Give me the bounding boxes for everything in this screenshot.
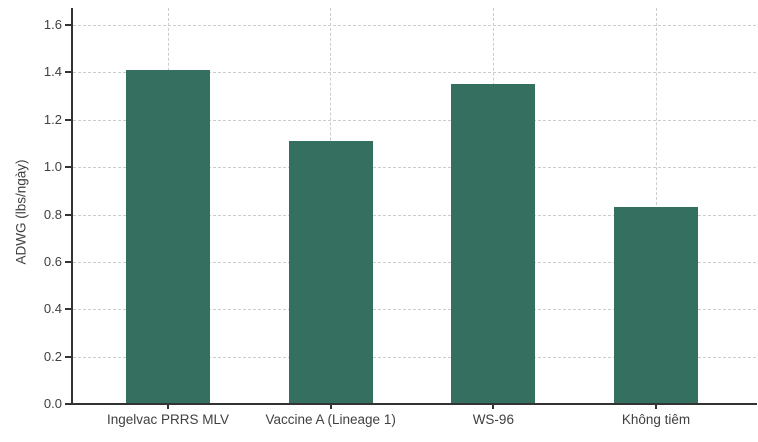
horizontal-gridline [73, 356, 756, 358]
y-tick-mark [65, 213, 71, 216]
y-tick-mark [65, 308, 71, 311]
y-axis-spine [71, 8, 73, 405]
y-tick-label: 0.8 [43, 206, 62, 222]
horizontal-gridline [73, 119, 756, 121]
y-tick-mark [65, 355, 71, 358]
y-tick-label: 1.4 [43, 64, 62, 80]
y-tick-label: 1.2 [43, 111, 62, 127]
x-tick-mark [167, 405, 169, 409]
x-tick-mark [492, 405, 495, 409]
x-axis-spine [71, 403, 757, 405]
x-tick-mark [655, 405, 657, 409]
vertical-gridline [655, 8, 657, 404]
horizontal-gridline [73, 214, 756, 216]
horizontal-gridline [73, 25, 756, 26]
y-tick-label: 1.0 [43, 159, 62, 175]
bar [614, 207, 698, 404]
y-axis-title: ADWG (lbs/ngày) [13, 159, 29, 265]
bar [126, 70, 210, 404]
y-tick-mark [65, 403, 71, 405]
y-tick-mark [65, 260, 71, 263]
horizontal-gridline [73, 261, 756, 263]
horizontal-gridline [73, 72, 756, 74]
x-tick-label: WS-96 [472, 412, 514, 427]
y-tick-label: 0.6 [43, 253, 62, 269]
y-tick-label: 1.6 [43, 17, 62, 32]
y-tick-label: 0.4 [43, 301, 62, 317]
x-tick-label: Vaccine A (Lineage 1) [265, 412, 396, 427]
y-tick-mark [65, 166, 71, 169]
bar [288, 141, 373, 404]
bar [451, 84, 536, 404]
x-tick-mark [329, 405, 332, 409]
y-tick-mark [65, 24, 71, 26]
x-tick-label: Ingelvac PRRS MLV [106, 412, 230, 427]
x-tick-label: Không tiêm [621, 412, 691, 427]
y-tick-label: 0.2 [43, 348, 62, 364]
y-tick-mark [65, 118, 71, 121]
y-tick-mark [65, 71, 71, 74]
horizontal-gridline [73, 309, 756, 311]
y-tick-label: 0.0 [43, 396, 62, 411]
horizontal-gridline [73, 167, 756, 169]
